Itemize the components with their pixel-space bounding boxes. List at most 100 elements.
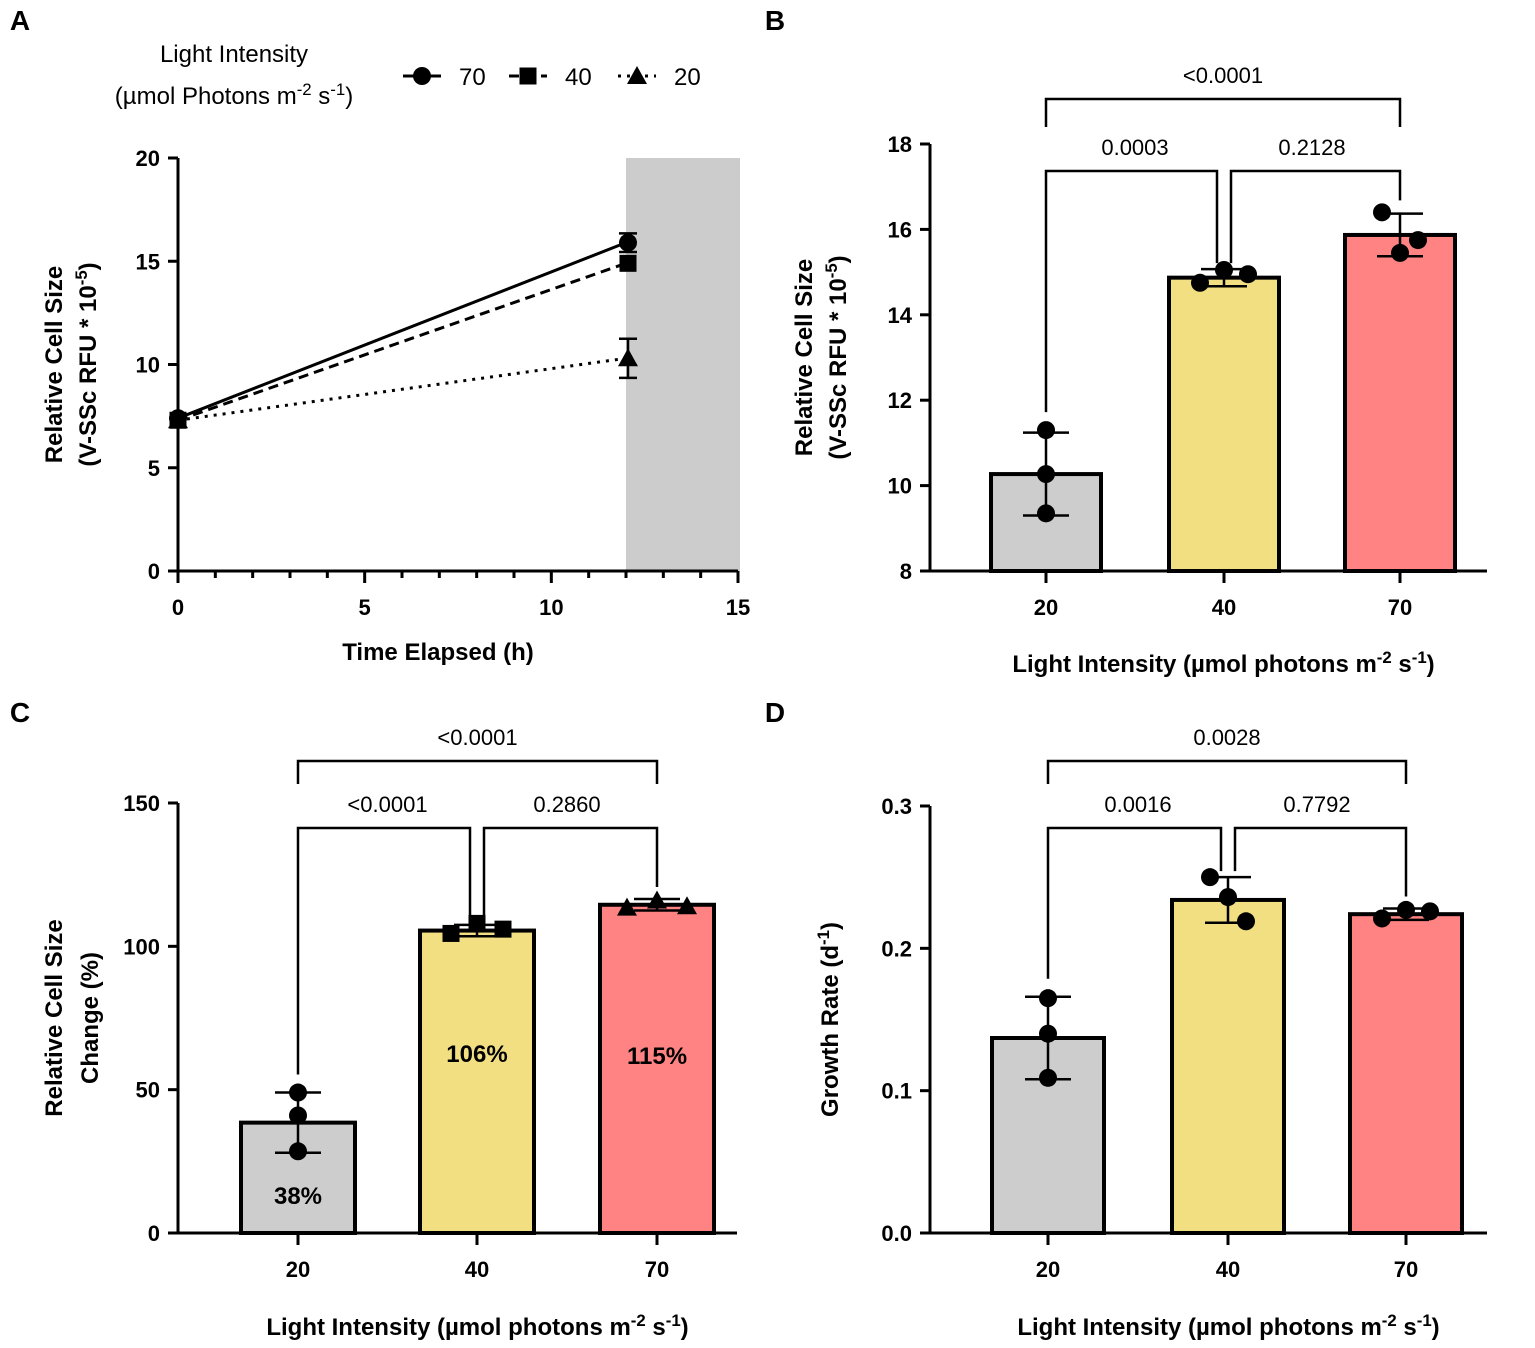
- y-tick-label: 0.2: [881, 936, 912, 961]
- significance-bracket: [1229, 169, 1402, 264]
- y-tick-label: 0.3: [881, 794, 912, 819]
- x-tick-label: 5: [359, 595, 371, 620]
- legend-units: (µmol Photons m-2 s-1): [115, 80, 353, 111]
- series-line-20: [177, 356, 627, 422]
- y-tick-label: 15: [136, 249, 160, 274]
- p-value-label: 0.0028: [1193, 725, 1260, 750]
- replicate-point: [1039, 1024, 1057, 1043]
- data-point-20: [168, 410, 188, 429]
- replicate-point: [1391, 243, 1409, 262]
- x-tick-label: 20: [286, 1257, 310, 1282]
- replicate-point: [677, 896, 697, 915]
- bar-40: [418, 928, 536, 1235]
- bar-40: [1167, 275, 1281, 573]
- p-value-label: 0.7792: [1283, 792, 1350, 817]
- replicate-point: [494, 920, 512, 938]
- p-value-label: 0.0003: [1101, 135, 1168, 160]
- significance-bracket: [296, 759, 659, 784]
- replicate-point: [1237, 912, 1255, 931]
- y-tick-label: 10: [888, 474, 912, 499]
- x-tick-label: 40: [1216, 1257, 1240, 1282]
- replicate-point: [1397, 900, 1415, 919]
- y-tick-label: 16: [888, 217, 912, 242]
- data-point-70: [619, 233, 637, 252]
- p-value-label: 0.0016: [1104, 792, 1171, 817]
- legend-marker-20: [627, 66, 647, 84]
- x-tick-label: 70: [645, 1257, 669, 1282]
- significance-bracket: [1046, 826, 1223, 979]
- y-tick-label: 14: [888, 303, 913, 328]
- y-tick-label: 5: [148, 456, 160, 481]
- y-tick-label: 0: [148, 559, 160, 584]
- replicate-point: [1039, 1068, 1057, 1087]
- y-tick-label: 150: [123, 791, 160, 816]
- bar-label-70: 115%: [627, 1043, 687, 1070]
- data-point-20: [618, 348, 638, 367]
- replicate-point: [1037, 421, 1055, 440]
- x-tick-label: 40: [465, 1257, 489, 1282]
- y-tick-label: 0.1: [881, 1079, 912, 1104]
- panel-a-letter: A: [10, 5, 30, 36]
- dark-period-shading: [626, 158, 740, 571]
- p-value-label: 0.2860: [533, 792, 600, 817]
- replicate-point: [1039, 989, 1057, 1008]
- replicate-point: [289, 1142, 307, 1161]
- replicate-point: [1409, 231, 1427, 250]
- x-tick-label: 20: [1036, 1257, 1060, 1282]
- x-tick-label: 0: [172, 595, 184, 620]
- replicate-point: [468, 914, 486, 932]
- y-tick-label: 20: [136, 146, 160, 171]
- x-axis-label: Light Intensity (µmol photons m-2 s-1): [266, 1311, 688, 1342]
- p-value-label: <0.0001: [347, 792, 427, 817]
- x-tick-label: 15: [726, 595, 750, 620]
- bar-40: [1170, 897, 1286, 1235]
- panel-c: C 0 50 100 150 20 40 70 38% 106% 115% <0.0001 0.2860…: [10, 697, 737, 1341]
- data-point-40: [619, 254, 637, 272]
- y-axis-label-units: (V-SSc RFU * 10-5): [72, 262, 103, 466]
- replicate-point: [1219, 888, 1237, 907]
- panel-d: D 0.0 0.1 0.2 0.3 20 40 70 0.0016 0.7792 0.0028 Lig…: [765, 697, 1487, 1341]
- legend-label-20: 20: [674, 64, 701, 91]
- replicate-point: [1239, 265, 1257, 284]
- y-tick-label: 0: [148, 1221, 160, 1246]
- significance-bracket: [1044, 97, 1402, 127]
- replicate-point: [1037, 504, 1055, 523]
- y-tick-label: 8: [900, 559, 912, 584]
- bar-70: [1343, 232, 1457, 574]
- bar-label-20: 38%: [274, 1183, 322, 1210]
- x-axis-label: Light Intensity (µmol photons m-2 s-1): [1012, 648, 1434, 679]
- panel-c-letter: C: [10, 697, 30, 728]
- significance-bracket: [482, 826, 659, 918]
- significance-bracket: [1046, 759, 1408, 784]
- p-value-label: 0.2128: [1278, 135, 1345, 160]
- significance-bracket: [1233, 826, 1408, 897]
- x-tick-label: 10: [539, 595, 563, 620]
- replicate-point: [1037, 465, 1055, 484]
- bar-label-40: 106%: [446, 1041, 507, 1068]
- y-tick-label: 0.0: [881, 1221, 912, 1246]
- x-tick-label: 40: [1212, 595, 1236, 620]
- panel-b-letter: B: [765, 5, 785, 36]
- panel-d-letter: D: [765, 697, 785, 728]
- series-line-40: [177, 261, 627, 422]
- x-axis-label: Light Intensity (µmol photons m-2 s-1): [1017, 1311, 1439, 1342]
- replicate-point: [1421, 902, 1439, 921]
- y-axis-label-line2: Change (%): [77, 952, 104, 1084]
- y-tick-label: 10: [136, 353, 160, 378]
- p-value-label: <0.0001: [1183, 63, 1263, 88]
- replicate-point: [289, 1083, 307, 1102]
- replicate-point: [442, 924, 460, 942]
- legend-marker-70: [413, 67, 431, 85]
- replicate-point: [1191, 273, 1209, 292]
- replicate-point: [1373, 203, 1391, 222]
- replicate-point: [289, 1106, 307, 1125]
- y-axis-label: Relative Cell Size: [791, 259, 818, 456]
- y-axis-label: Growth Rate (d-1): [814, 922, 845, 1117]
- y-axis-label-line2: (V-SSc RFU * 10-5): [822, 255, 853, 459]
- legend-title: Light Intensity: [160, 41, 308, 68]
- replicate-point: [1201, 868, 1219, 887]
- x-axis-label: Time Elapsed (h): [342, 639, 534, 666]
- replicate-point: [1373, 909, 1391, 928]
- replicate-point: [1215, 260, 1233, 279]
